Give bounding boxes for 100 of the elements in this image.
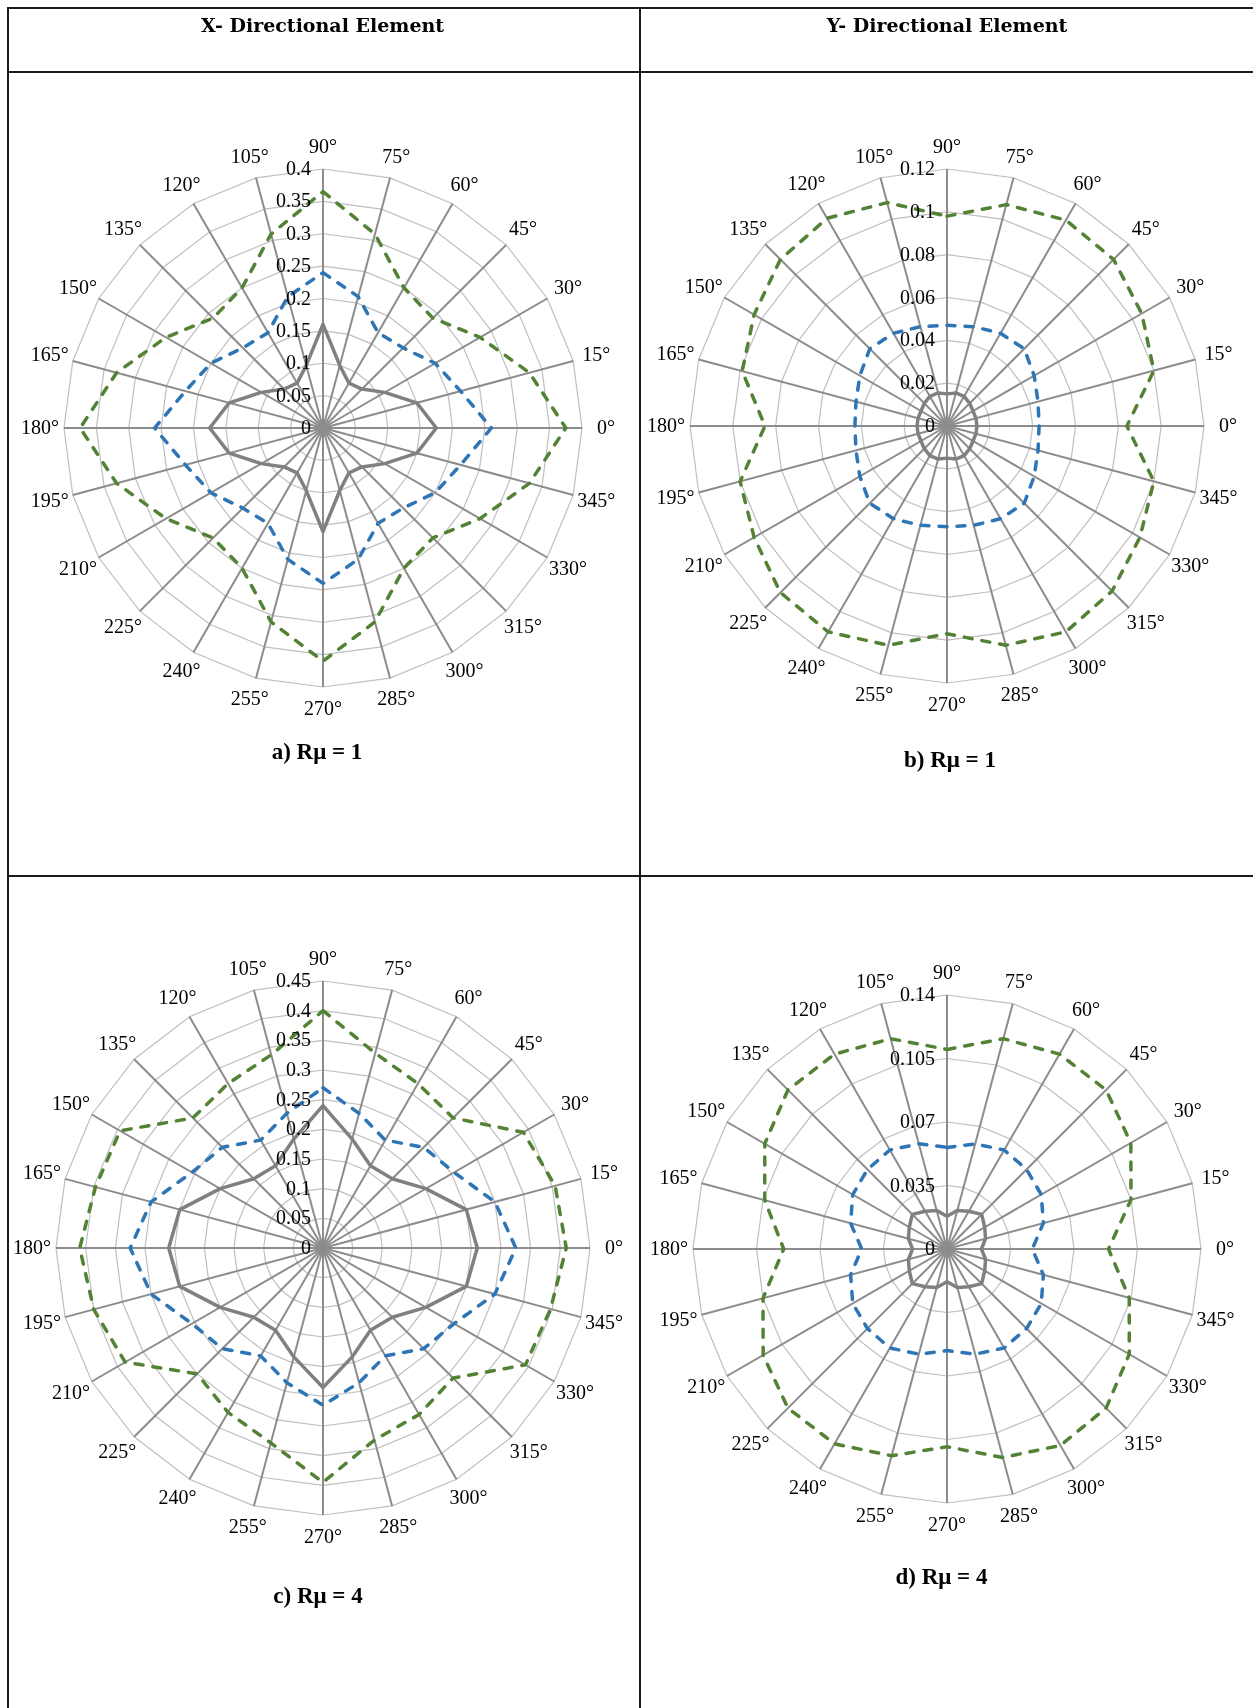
spoke-label: 15° — [589, 1161, 618, 1184]
spoke-label: 195° — [30, 488, 69, 511]
spoke-label: 60° — [1072, 997, 1100, 1020]
y-tick-label: 0.05 — [275, 383, 311, 406]
spoke-label: 0° — [1219, 414, 1237, 436]
y-tick-label: 0.45 — [275, 969, 311, 991]
spoke-label: 45° — [1131, 216, 1160, 239]
spoke-label: 345° — [584, 1310, 623, 1333]
spoke-label: 300° — [1068, 655, 1107, 678]
spoke-label: 180° — [647, 414, 685, 436]
chart-title: Y- Directional Element — [826, 14, 1068, 36]
spoke-label: 135° — [97, 1031, 136, 1054]
spoke-label: 105° — [855, 144, 894, 167]
spoke-label: 255° — [856, 1503, 895, 1526]
spoke-label: 225° — [103, 614, 142, 637]
spoke-label: 195° — [22, 1310, 61, 1333]
spoke-label: 60° — [450, 172, 478, 195]
spoke-label: 180° — [12, 1236, 51, 1258]
spoke-label: 135° — [103, 217, 142, 240]
spoke-label: 135° — [729, 216, 768, 239]
spoke-label: 0° — [1216, 1237, 1234, 1259]
y-tick-label: 0 — [925, 414, 935, 436]
text: a) Rμ = 1 — [271, 739, 363, 765]
spoke-label: 0° — [604, 1236, 623, 1258]
spoke-label: 30° — [560, 1091, 589, 1114]
spoke-label: 15° — [1204, 341, 1233, 364]
spoke-label: 165° — [656, 341, 695, 364]
spoke-label: 300° — [1067, 1476, 1105, 1499]
spoke-label: 75° — [1005, 144, 1034, 167]
spoke-label: 210° — [687, 1375, 726, 1397]
spoke-label: 105° — [856, 970, 895, 993]
y-tick-label: 0.12 — [900, 157, 935, 179]
spoke-label: 270° — [303, 697, 342, 719]
y-tick-label: 0.4 — [285, 998, 311, 1021]
y-tick-label: 0.15 — [275, 318, 311, 341]
spoke-label: 90° — [308, 947, 337, 969]
spoke-label: 90° — [308, 135, 337, 157]
spoke-label: 180° — [650, 1237, 688, 1259]
spoke-label: 150° — [687, 1099, 726, 1121]
y-tick-label: 0.15 — [275, 1147, 311, 1169]
spoke-label: 195° — [659, 1308, 698, 1331]
spoke-label: 75° — [1004, 970, 1033, 993]
spoke-label: 300° — [445, 659, 483, 682]
spoke-label: 315° — [503, 614, 542, 637]
spoke-label: 345° — [1196, 1308, 1235, 1331]
y-tick-label: 0.4 — [285, 157, 311, 179]
spoke-label: 315° — [1126, 611, 1165, 634]
spoke-label: 240° — [787, 655, 826, 678]
y-tick-label: 0 — [925, 1237, 935, 1259]
text: d) Rμ = 4 — [895, 1564, 988, 1590]
spoke-label: 120° — [158, 985, 196, 1008]
y-tick-label: 0.35 — [275, 189, 311, 212]
spoke-label: 165° — [30, 343, 69, 366]
spoke-label: 30° — [553, 275, 582, 298]
chart-title: X- Directional Element — [200, 14, 445, 36]
spoke-label: 60° — [454, 985, 482, 1008]
y-tick-label: 0 — [300, 416, 311, 438]
y-tick-label: 0.14 — [900, 983, 935, 1005]
spoke-label: 75° — [381, 144, 410, 167]
y-tick-label: 0.04 — [900, 328, 935, 351]
spoke-label: 240° — [162, 659, 200, 682]
spoke-label: 330° — [548, 556, 587, 579]
spoke-label: 210° — [51, 1380, 90, 1403]
y-tick-label: 0.07 — [900, 1110, 935, 1132]
spoke-label: 255° — [228, 1515, 267, 1538]
y-tick-label: 0.035 — [890, 1173, 935, 1196]
y-tick-label: 0.25 — [275, 254, 311, 277]
y-tick-label: 0.1 — [285, 351, 311, 374]
spoke-label: 105° — [230, 144, 269, 167]
y-tick-label: 0.3 — [285, 221, 311, 244]
y-tick-label: 0.02 — [900, 371, 935, 394]
spoke-label: 165° — [22, 1161, 61, 1184]
spoke-label: 75° — [383, 956, 412, 979]
spoke-label: 150° — [58, 275, 97, 298]
spoke-label: 285° — [376, 687, 415, 710]
y-tick-label: 0.2 — [285, 1117, 311, 1140]
spoke-label: 225° — [97, 1440, 136, 1463]
spoke-label: 330° — [555, 1380, 594, 1403]
y-tick-label: 0.2 — [285, 286, 311, 309]
y-tick-label: 0.105 — [890, 1046, 935, 1069]
spoke-label: 330° — [1171, 553, 1210, 576]
spoke-label: 270° — [928, 1513, 966, 1535]
spoke-label: 150° — [51, 1091, 90, 1114]
spoke-label: 45° — [508, 217, 537, 240]
spoke-label: 345° — [576, 488, 615, 511]
y-tick-label: 0.1 — [910, 199, 935, 222]
spoke-label: 255° — [855, 683, 894, 706]
spoke-label: 30° — [1173, 1099, 1202, 1121]
spoke-label: 330° — [1168, 1375, 1207, 1397]
spoke-label: 15° — [581, 343, 610, 366]
spoke-label: 45° — [514, 1031, 543, 1054]
text: c) Rμ = 4 — [273, 1583, 363, 1609]
spoke-label: 315° — [1124, 1432, 1163, 1455]
y-tick-label: 0.1 — [285, 1176, 311, 1199]
spoke-label: 150° — [684, 274, 723, 297]
spoke-label: 240° — [158, 1486, 196, 1509]
y-tick-label: 0.25 — [275, 1087, 311, 1110]
spoke-label: 120° — [787, 172, 826, 195]
spoke-label: 120° — [789, 997, 827, 1020]
spoke-label: 195° — [656, 486, 695, 509]
